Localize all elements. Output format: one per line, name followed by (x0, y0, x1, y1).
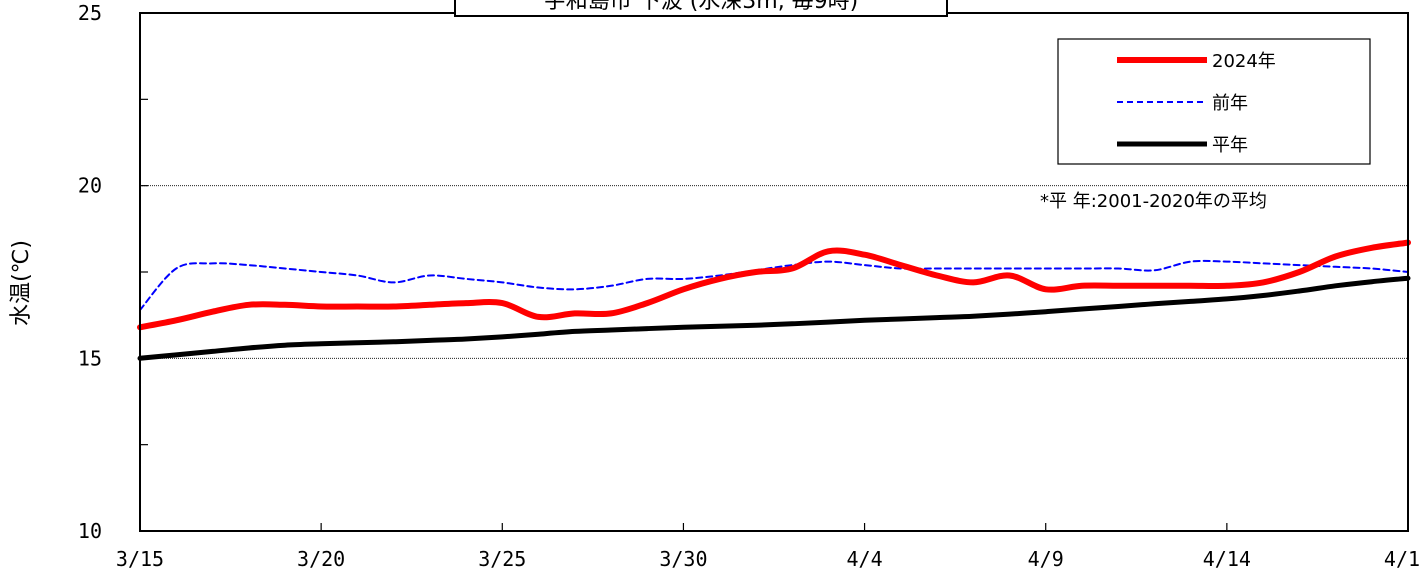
x-tick-label: 4/9 (1028, 547, 1064, 571)
x-tick-label: 3/25 (478, 547, 526, 571)
x-tick-label: 3/30 (659, 547, 707, 571)
chart-title: 宇和島市 下波 (水深3m, 毎9時) (544, 0, 859, 14)
y-tick-label: 15 (78, 346, 102, 370)
y-axis-label: 水温(℃) (9, 240, 34, 326)
series-layer (137, 239, 1411, 361)
y-tick-label: 20 (78, 174, 102, 198)
legend: 2024年 前年 平年 (1057, 38, 1371, 165)
series-line-2024 (137, 239, 1411, 331)
x-tick-label: 3/20 (297, 547, 345, 571)
y-tick-label: 10 (78, 519, 102, 543)
grid-layer (140, 185, 1408, 359)
legend-label-2024: 2024年 (1212, 51, 1276, 72)
x-tick-label: 4/4 (847, 547, 883, 571)
chart-title-box: 宇和島市 下波 (水深3m, 毎9時) (454, 0, 948, 17)
x-tick-label: 4/19 (1384, 547, 1421, 571)
legend-label-normal: 平年 (1212, 135, 1248, 156)
legend-label-prev-year: 前年 (1212, 93, 1248, 114)
legend-box (1057, 38, 1371, 165)
y-tick-label: 25 (78, 1, 102, 25)
series-line-normal (137, 275, 1411, 361)
series-line-prev-year (139, 259, 1409, 311)
axis-layer: 10 15 20 25 3/15 3/20 3/25 3/30 4/4 4/9 4/14 4/19 (78, 1, 1421, 571)
x-tick-label: 4/14 (1203, 547, 1251, 571)
x-tick-label: 3/15 (116, 547, 164, 571)
normal-period-note: *平 年:2001-2020年の平均 (1040, 191, 1267, 212)
